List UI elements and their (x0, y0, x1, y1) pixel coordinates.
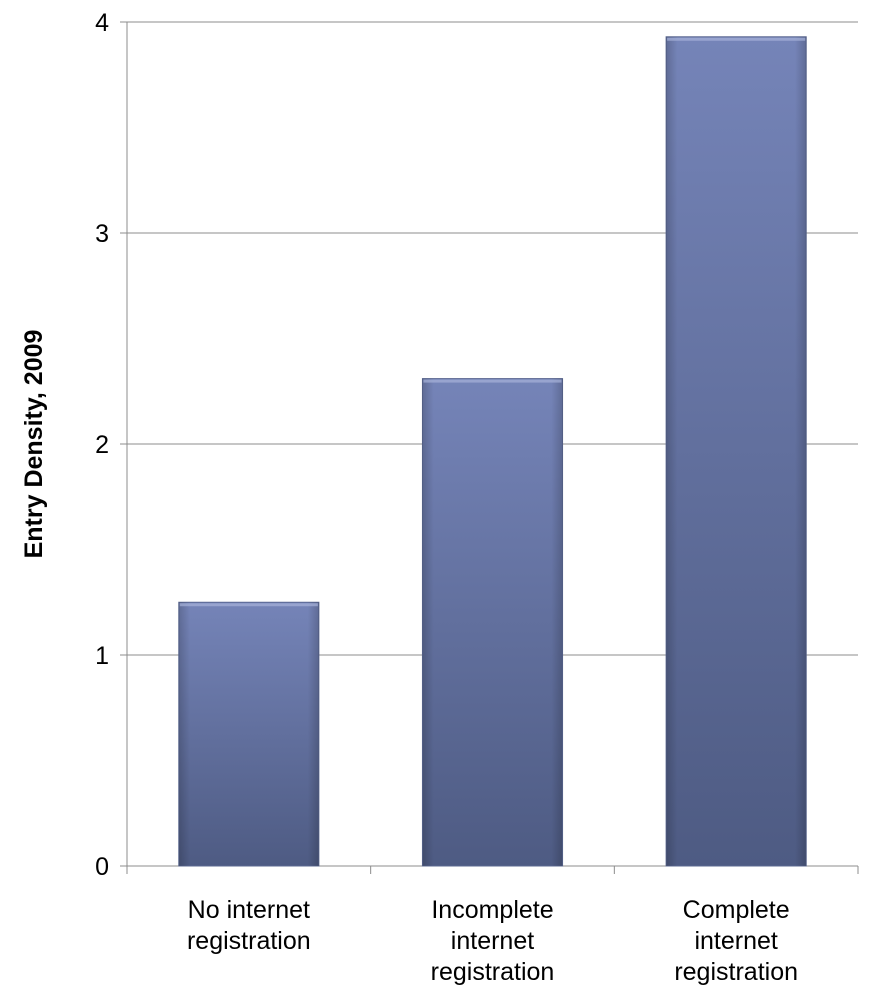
x-category-labels: No internet registration Incomplete interne… (187, 896, 798, 986)
bar-shade (422, 378, 563, 866)
x-category-label-line: registration (674, 958, 798, 986)
bar-highlight (179, 603, 318, 607)
y-tick-label: 0 (95, 853, 109, 881)
y-tick-labels: 0 1 2 3 4 (95, 9, 109, 881)
x-category-label-line: internet (694, 927, 777, 955)
y-tick-label: 1 (95, 642, 109, 670)
x-category-label: No internet registration (187, 896, 311, 955)
bar-shade (178, 602, 319, 866)
x-category-label: Incomplete internet registration (431, 896, 555, 986)
bar-highlight (423, 379, 562, 383)
y-axis-title: Entry Density, 2009 (20, 330, 48, 559)
bar-highlight (667, 37, 806, 41)
x-category-label-line: internet (451, 927, 534, 955)
y-tick-label: 3 (95, 220, 109, 248)
x-category-label-line: Incomplete (431, 896, 553, 924)
bars (178, 36, 807, 867)
x-category-label: Complete internet registration (674, 896, 798, 986)
y-tick-label: 2 (95, 431, 109, 459)
bar-shade (666, 36, 807, 866)
x-category-label-line: Complete (683, 896, 790, 924)
x-category-label-line: No internet (188, 896, 310, 924)
y-tick-label: 4 (95, 9, 109, 37)
x-category-label-line: registration (431, 958, 555, 986)
x-category-label-line: registration (187, 927, 311, 955)
